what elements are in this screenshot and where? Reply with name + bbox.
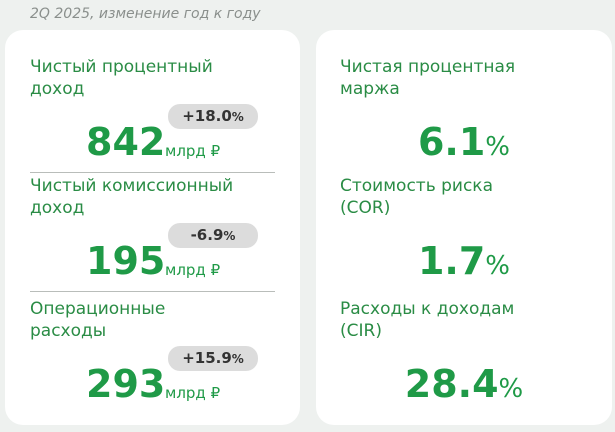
change-badge: -6.9% <box>168 223 258 248</box>
change-unit: % <box>231 352 244 366</box>
metric-label: Чистый процентный <box>30 57 213 77</box>
metric-value: 195 <box>86 239 166 283</box>
metric-value-row: 1.7% <box>316 241 612 286</box>
metric-unit: % <box>485 251 511 281</box>
metric-label: доход <box>30 198 85 218</box>
metric-label: Операционные <box>30 299 166 319</box>
metric-label: Расходы к доходам <box>340 299 515 319</box>
metric-value-row: 28.4% <box>316 364 612 409</box>
metric-label: Чистый комиссионный <box>30 176 234 196</box>
metric-unit: % <box>498 374 524 404</box>
metric-value: 1.7 <box>417 239 486 283</box>
metric-label: (COR) <box>340 198 391 218</box>
change-unit: % <box>231 110 244 124</box>
metric-value: 28.4 <box>404 362 499 406</box>
metric-label: маржа <box>340 79 400 99</box>
metric-value: 6.1 <box>417 120 486 164</box>
metric-label: (CIR) <box>340 321 382 341</box>
change-value: +15.9 <box>182 349 232 367</box>
metric-label: доход <box>30 79 85 99</box>
change-value: -6.9 <box>190 226 224 244</box>
metric-value: 842 <box>86 120 166 164</box>
metric-unit: % <box>485 132 511 162</box>
header-title: 2Q 2025, изменение год к году <box>30 6 261 22</box>
metric-value-row: 6.1% <box>316 122 612 167</box>
change-badge: +15.9% <box>168 346 258 371</box>
metric-unit: млрд ₽ <box>165 384 221 402</box>
metric-unit: млрд ₽ <box>165 142 221 160</box>
separator <box>30 291 275 292</box>
metric-value: 293 <box>86 362 166 406</box>
change-badge: +18.0% <box>168 104 258 129</box>
metric-unit: млрд ₽ <box>165 261 221 279</box>
metric-label: Чистая процентная <box>340 57 516 77</box>
change-unit: % <box>223 229 236 243</box>
separator <box>30 172 275 173</box>
metric-label: расходы <box>30 321 107 341</box>
change-value: +18.0 <box>182 107 232 125</box>
metric-label: Стоимость риска <box>340 176 493 196</box>
right-card <box>316 30 612 425</box>
